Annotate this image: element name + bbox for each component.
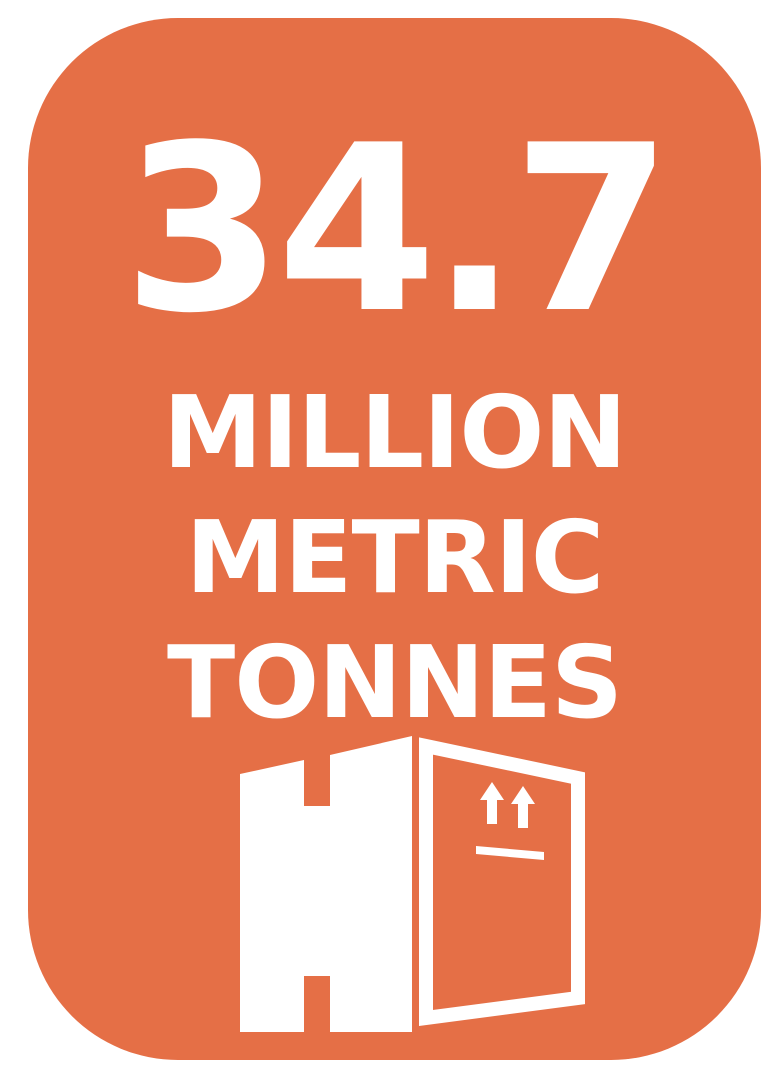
stat-unit-line-1: MILLION — [162, 374, 627, 491]
stat-unit-line-3: TONNES — [167, 624, 623, 741]
stat-number: 34.7 — [122, 97, 672, 364]
cardboard-box-icon — [240, 736, 585, 1032]
stat-card: 34.7 MILLION METRIC TONNES — [28, 18, 761, 1060]
stat-unit-line-2: METRIC — [185, 499, 605, 616]
